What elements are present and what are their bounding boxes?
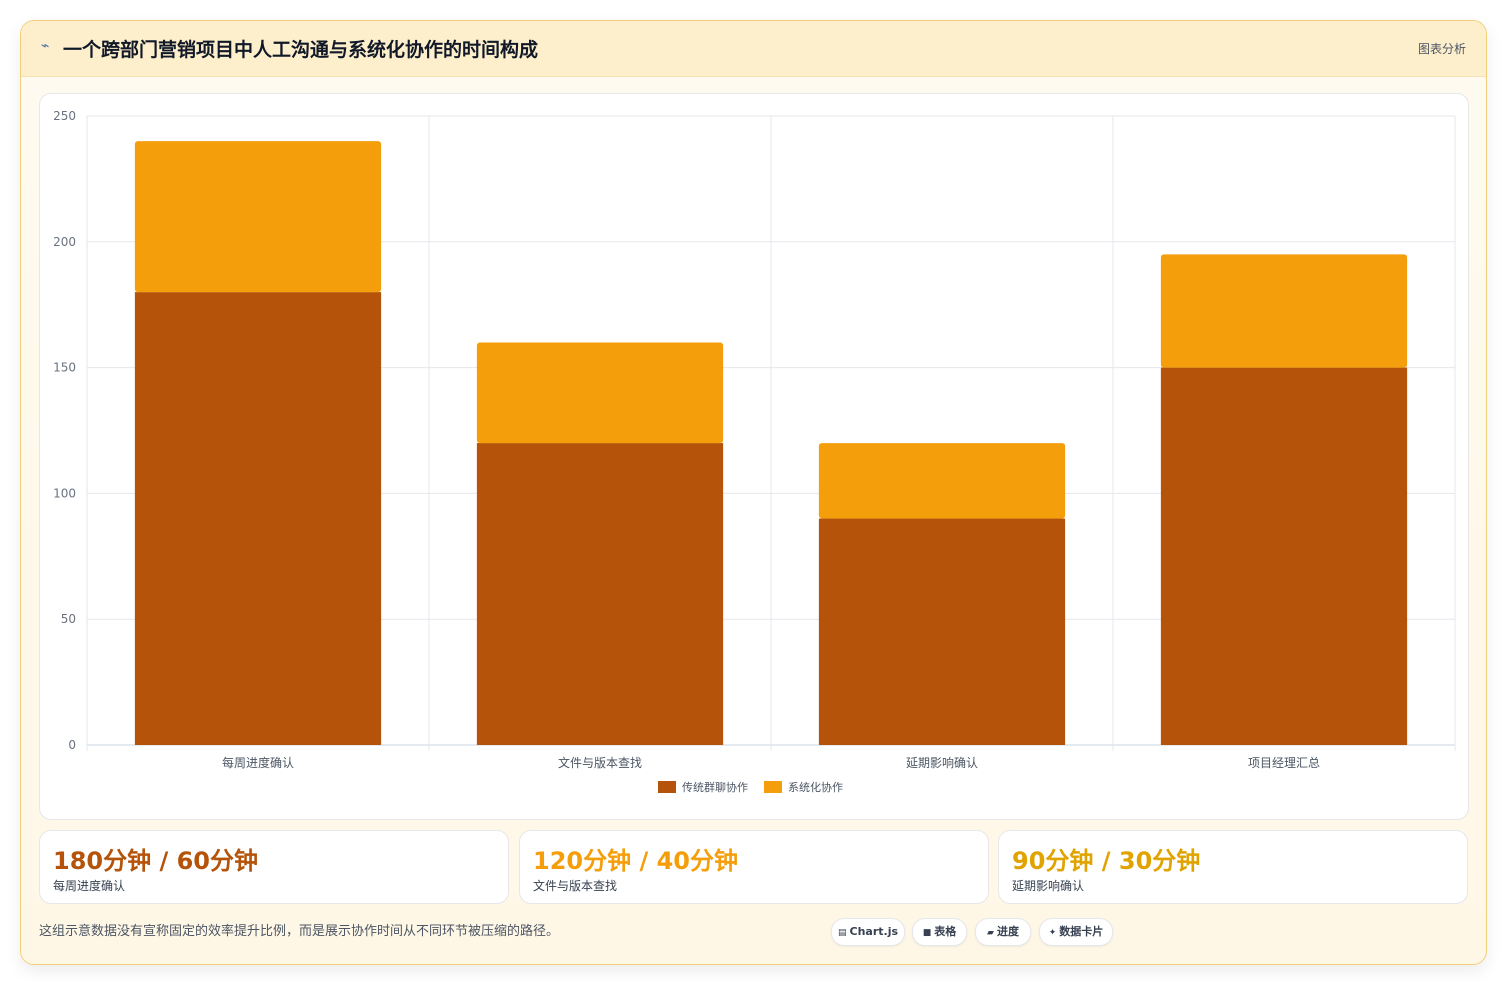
chart-panel: 0 50 100 150 200 250 每周进度确认 文件与版本查找 延期影响确认 项目经理汇总…	[39, 93, 1469, 820]
x-tick-label: 延期影响确认	[906, 755, 978, 770]
y-tick-label: 250	[53, 109, 76, 123]
x-tick-label: 项目经理汇总	[1248, 756, 1320, 770]
chart-analysis-link[interactable]: 图表分析	[1417, 42, 1466, 56]
pulse-icon: ⌁	[41, 38, 50, 54]
stat-label: 延期影响确认	[1012, 879, 1085, 893]
y-tick-label: 50	[61, 612, 76, 626]
bar-traditional	[134, 292, 382, 745]
x-tick-label: 文件与版本查找	[558, 755, 642, 770]
stat-value: 120分钟 / 40分钟	[533, 847, 738, 875]
legend-label: 系统化协作	[788, 780, 843, 794]
chart-card: ⌁ 一个跨部门营销项目中人工沟通与系统化协作的时间构成 图表分析 0 50 100 1…	[20, 20, 1487, 965]
stat-value: 180分钟 / 60分钟	[53, 847, 258, 875]
progress-icon: ▰	[987, 928, 994, 938]
bar-systematic	[134, 141, 382, 293]
stacked-bar-chart: 0 50 100 150 200 250 每周进度确认 文件与版本查找 延期影响确认 项目经理汇总…	[53, 109, 1456, 794]
bar-traditional	[476, 443, 724, 745]
sparkle-icon: ✦	[1048, 928, 1057, 938]
bar-systematic	[1160, 254, 1408, 368]
bar-systematic	[476, 342, 724, 444]
y-tick-label: 0	[68, 738, 76, 752]
stat-label: 文件与版本查找	[533, 879, 618, 893]
stat-card-weekly: 180分钟 / 60分钟 每周进度确认	[39, 830, 509, 904]
pill-label: 表格	[934, 925, 957, 938]
y-tick-label: 200	[53, 235, 76, 249]
stat-label: 每周进度确认	[53, 879, 126, 893]
pill-label: Chart.js	[849, 925, 899, 938]
legend-swatch	[658, 781, 676, 793]
pill-table[interactable]: ■ 表格	[912, 918, 967, 946]
bar-systematic	[818, 443, 1066, 519]
y-tick-label: 150	[53, 361, 76, 375]
legend-swatch	[764, 781, 782, 793]
footnote: 这组示意数据没有宣称固定的效率提升比例，而是展示协作时间从不同环节被压缩的路径。	[39, 924, 560, 939]
pill-label: 数据卡片	[1059, 925, 1104, 938]
x-tick-label: 每周进度确认	[222, 755, 294, 770]
chart-icon: ▤	[837, 928, 847, 938]
card-header: ⌁ 一个跨部门营销项目中人工沟通与系统化协作的时间构成 图表分析	[21, 21, 1486, 77]
pill-chartjs[interactable]: ▤ Chart.js	[831, 918, 905, 946]
legend-label: 传统群聊协作	[682, 780, 748, 794]
stat-card-delay: 90分钟 / 30分钟 延期影响确认	[998, 830, 1468, 904]
y-tick-label: 100	[53, 486, 76, 500]
pill-label: 进度	[996, 925, 1019, 938]
bar-traditional	[818, 518, 1066, 745]
pill-progress[interactable]: ▰ 进度	[975, 918, 1031, 946]
page-title: 一个跨部门营销项目中人工沟通与系统化协作的时间构成	[63, 39, 539, 61]
stat-value: 90分钟 / 30分钟	[1012, 847, 1201, 875]
pill-data-cards[interactable]: ✦ 数据卡片	[1039, 918, 1113, 946]
bar-traditional	[1160, 367, 1408, 745]
table-icon: ■	[922, 928, 932, 938]
stat-card-files: 120分钟 / 40分钟 文件与版本查找	[519, 830, 989, 904]
